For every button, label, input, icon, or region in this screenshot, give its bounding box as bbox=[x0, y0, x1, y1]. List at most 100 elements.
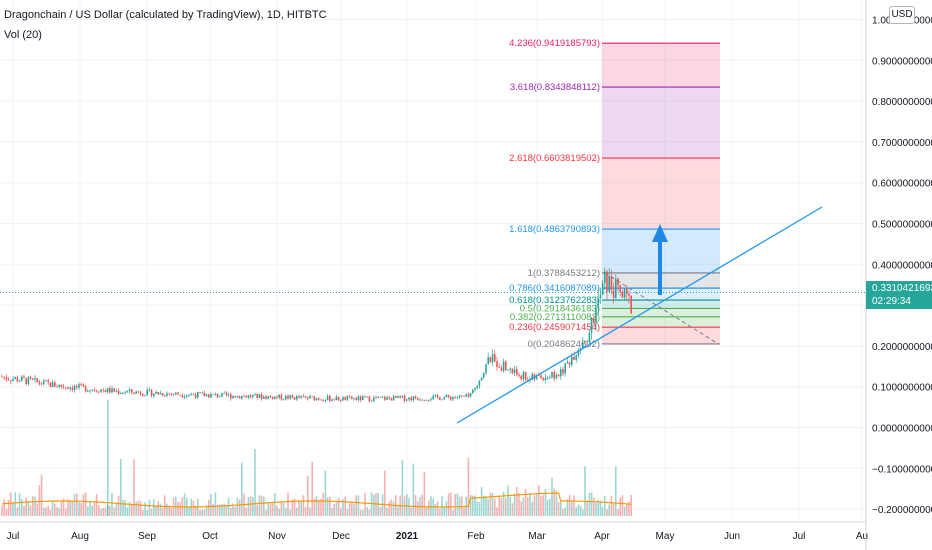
volume-bar bbox=[117, 495, 120, 516]
volume-bar bbox=[410, 507, 412, 516]
volume-bar bbox=[623, 506, 626, 516]
candle-body bbox=[45, 380, 47, 382]
candle-body bbox=[417, 398, 419, 400]
volume-bar bbox=[610, 495, 613, 516]
volume-bar bbox=[65, 508, 67, 516]
candle-body bbox=[513, 369, 516, 373]
candle-body bbox=[516, 369, 518, 375]
candle-body bbox=[212, 394, 214, 395]
candle-body bbox=[428, 399, 430, 401]
volume-bar bbox=[487, 498, 489, 516]
volume-bar bbox=[408, 498, 410, 516]
volume-bar bbox=[324, 470, 327, 516]
candle-body bbox=[225, 392, 228, 396]
volume-bar bbox=[439, 509, 441, 516]
volume-bar bbox=[511, 503, 514, 516]
candle-body bbox=[496, 361, 498, 368]
candle-body bbox=[56, 386, 58, 388]
candle-body bbox=[29, 377, 32, 379]
candle-body bbox=[302, 395, 305, 397]
volume-bar bbox=[421, 494, 423, 516]
volume-bar bbox=[212, 504, 214, 516]
candle-body bbox=[544, 377, 547, 381]
volume-bar bbox=[307, 475, 309, 516]
candle-body bbox=[298, 396, 300, 398]
volume-bar bbox=[120, 458, 122, 516]
volume-bar bbox=[287, 492, 289, 516]
volume-bar bbox=[353, 503, 355, 516]
candle-body bbox=[568, 362, 571, 365]
volume-bar bbox=[348, 503, 351, 516]
candle-body bbox=[188, 394, 190, 396]
candle-body bbox=[590, 318, 593, 333]
candle-body bbox=[73, 385, 76, 390]
volume-bar bbox=[564, 507, 566, 516]
volume-bar bbox=[293, 498, 296, 516]
candle-body bbox=[7, 379, 10, 381]
volume-indicator-label[interactable]: Vol (20) bbox=[4, 29, 42, 41]
volume-bar bbox=[25, 497, 27, 516]
candle-body bbox=[588, 332, 591, 342]
candle-body bbox=[21, 376, 23, 381]
volume-bar bbox=[73, 494, 76, 516]
candle-body bbox=[133, 392, 135, 394]
candle-body bbox=[124, 392, 126, 394]
candle-body bbox=[469, 393, 472, 397]
volume-bar bbox=[498, 495, 500, 516]
fib-level-label: 0.618(0.3123762283) bbox=[509, 295, 600, 306]
volume-bar bbox=[18, 493, 21, 516]
candle-body bbox=[49, 382, 52, 387]
volume-bar bbox=[47, 505, 49, 516]
candle-body bbox=[439, 397, 441, 400]
volume-bar bbox=[76, 493, 78, 516]
chart-title: Dragonchain / US Dollar (calculated by T… bbox=[4, 9, 327, 21]
volume-bar bbox=[428, 500, 430, 516]
volume-bars bbox=[1, 400, 632, 516]
candle-body bbox=[366, 396, 368, 398]
candle-body bbox=[201, 392, 203, 394]
volume-bar bbox=[557, 502, 560, 516]
volume-bar bbox=[161, 507, 164, 516]
candle-body bbox=[329, 396, 331, 401]
volume-bar bbox=[359, 509, 362, 516]
candle-body bbox=[274, 396, 276, 400]
candle-body bbox=[153, 393, 155, 396]
candle-body bbox=[208, 394, 210, 398]
volume-bar bbox=[271, 502, 274, 516]
currency-button[interactable]: USD bbox=[889, 6, 915, 24]
candle-body bbox=[434, 394, 437, 396]
volume-bar bbox=[546, 500, 549, 516]
candle-body bbox=[282, 399, 285, 400]
candle-body bbox=[148, 389, 151, 391]
volume-bar bbox=[452, 509, 454, 516]
candle-body bbox=[617, 278, 619, 286]
volume-bar bbox=[456, 493, 459, 516]
volume-bar bbox=[45, 507, 47, 516]
volume-bar bbox=[95, 493, 98, 516]
candle-body bbox=[577, 350, 580, 356]
volume-bar bbox=[205, 505, 208, 516]
volume-bar bbox=[241, 462, 243, 516]
time-axis-label: Sep bbox=[138, 531, 156, 542]
candle-body bbox=[465, 394, 467, 397]
volume-bar bbox=[575, 507, 577, 516]
candle-body bbox=[98, 391, 100, 393]
candle-body bbox=[18, 380, 21, 382]
candle-body bbox=[128, 389, 131, 392]
candle-body bbox=[219, 396, 221, 398]
candle-body bbox=[106, 388, 109, 393]
volume-bar bbox=[124, 500, 126, 516]
candle-body bbox=[527, 379, 529, 381]
candle-body bbox=[458, 395, 461, 398]
volume-bar bbox=[463, 507, 465, 516]
candle-body bbox=[441, 399, 443, 401]
volume-bar bbox=[146, 509, 148, 516]
candle-body bbox=[586, 341, 588, 342]
candle-body bbox=[436, 394, 439, 398]
fib-level-label: 1(0.3788453212) bbox=[528, 268, 600, 279]
candle-body bbox=[452, 397, 454, 400]
volume-bar bbox=[203, 509, 206, 516]
volume-bar bbox=[355, 495, 357, 516]
